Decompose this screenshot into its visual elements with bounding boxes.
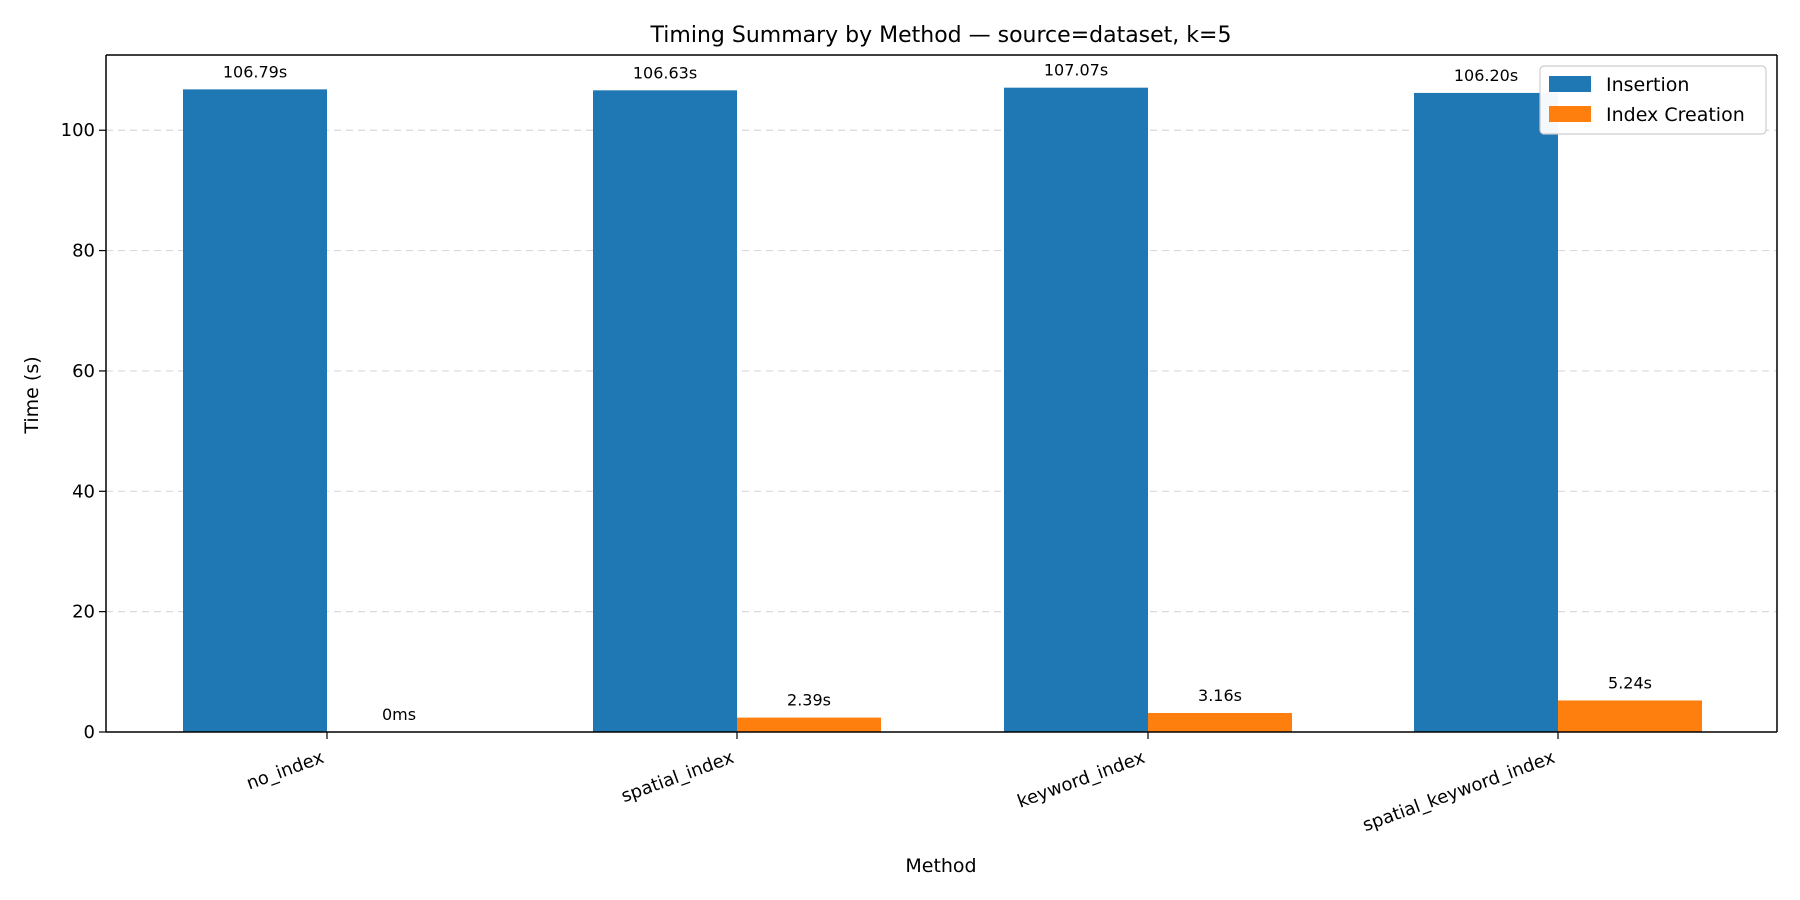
- x-tick-label: spatial_index: [618, 747, 737, 807]
- insertion-value-label: 106.20s: [1454, 66, 1518, 85]
- y-tick-label: 80: [72, 241, 95, 262]
- legend-swatch-index-creation: [1549, 106, 1591, 122]
- y-axis-label: Time (s): [21, 356, 43, 434]
- y-tick-label: 60: [72, 361, 95, 382]
- y-tick-label: 0: [84, 722, 95, 743]
- legend-label-index-creation: Index Creation: [1606, 104, 1745, 126]
- index-creation-value-label: 5.24s: [1608, 673, 1652, 692]
- index-creation-value-label: 2.39s: [787, 691, 831, 710]
- y-tick-label: 100: [61, 120, 95, 141]
- bars: [183, 87, 1702, 733]
- x-tick-label: keyword_index: [1015, 747, 1148, 813]
- legend: Insertion Index Creation: [1539, 65, 1767, 135]
- insertion-bar: [593, 90, 737, 733]
- x-tick-label: spatial_keyword_index: [1360, 747, 1558, 836]
- legend-label-insertion: Insertion: [1606, 74, 1689, 96]
- index-creation-value-label: 3.16s: [1198, 686, 1242, 705]
- legend-swatch-insertion: [1549, 76, 1591, 92]
- insertion-value-label: 107.07s: [1044, 61, 1108, 80]
- x-axis-label: Method: [905, 855, 976, 877]
- y-tick-label: 40: [72, 481, 95, 502]
- index-creation-bar: [737, 717, 881, 732]
- index-creation-bar: [1148, 712, 1292, 732]
- chart-title: Timing Summary by Method — source=datase…: [650, 23, 1232, 48]
- insertion-value-label: 106.79s: [223, 62, 287, 81]
- x-tick-label: no_index: [244, 747, 327, 794]
- insertion-bar: [1414, 92, 1558, 733]
- insertion-bar: [183, 89, 327, 732]
- insertion-value-label: 106.63s: [633, 63, 697, 82]
- legend-box: [1539, 65, 1767, 135]
- bar-value-labels: 106.79s 106.63s 107.07s 106.20s 0ms 2.39s 3.16…: [223, 61, 1652, 724]
- y-tick-label: 20: [72, 602, 95, 623]
- index-creation-bar: [1558, 700, 1702, 732]
- index-creation-value-label: 0ms: [382, 705, 416, 724]
- insertion-bar: [1004, 87, 1148, 733]
